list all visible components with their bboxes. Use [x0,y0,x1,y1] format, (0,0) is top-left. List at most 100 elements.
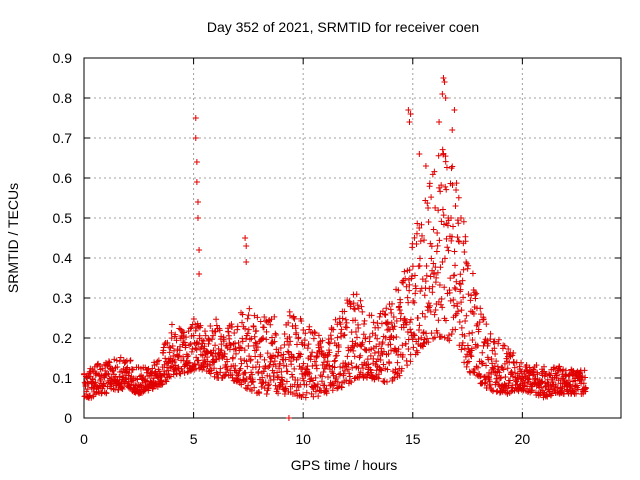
data-point [201,343,208,350]
data-point [411,332,418,339]
data-point [403,283,410,290]
data-point [376,313,383,320]
data-point [192,115,199,121]
data-point [263,390,270,397]
data-point [168,335,175,342]
data-point [406,281,413,288]
data-point [428,194,435,201]
data-point [384,327,391,334]
data-point [449,127,456,133]
data-point [184,353,191,360]
data-point [353,334,360,341]
data-point [487,381,494,388]
data-point [513,378,520,385]
data-point [494,363,501,370]
data-point [250,323,257,330]
data-point [502,373,509,380]
data-point [343,377,350,384]
data-point [447,275,454,282]
data-point [286,312,293,319]
data-point [529,372,536,379]
data-point [451,248,458,255]
data-point [265,385,272,392]
data-point [431,311,438,318]
data-point [196,247,203,253]
data-point [106,359,113,366]
data-point [342,360,349,367]
data-point [416,255,423,262]
data-point [367,352,374,359]
data-point [239,319,246,326]
data-point [285,415,292,421]
data-point [443,164,450,171]
data-point [431,168,438,175]
data-point [390,326,397,333]
data-point [332,316,339,323]
data-point [217,365,224,372]
data-point [237,356,244,363]
data-point [302,394,309,401]
data-point [224,358,231,365]
data-point [386,360,393,367]
data-point [470,310,477,317]
data-point [197,322,204,329]
data-point [145,387,152,394]
data-point [582,374,589,381]
data-point [337,363,344,370]
data-point [431,334,438,341]
data-point [305,369,312,376]
data-point [438,218,445,225]
data-point [455,237,462,244]
data-point [421,292,428,299]
data-point [288,361,295,368]
data-point [134,376,141,383]
data-point [319,373,326,380]
data-point [116,358,123,365]
data-point [487,330,494,337]
data-point [479,360,486,367]
data-point [113,357,120,364]
data-point [393,333,400,340]
x-axis-label: GPS time / hours [291,457,398,473]
data-point [244,330,251,337]
data-point [326,362,333,369]
data-point [251,333,258,340]
data-point [374,335,381,342]
data-point [383,378,390,385]
data-point [307,376,314,383]
data-point [426,180,433,187]
data-point [456,238,463,245]
data-point [245,312,252,319]
data-point [291,365,298,372]
data-point [462,317,469,324]
data-point [406,266,413,273]
data-point [232,350,239,357]
data-point [173,337,180,344]
data-point [244,315,251,322]
data-point [457,281,464,288]
data-point [265,364,272,371]
data-point [432,264,439,271]
data-point [272,363,279,370]
data-point [244,363,251,370]
data-point [439,206,446,213]
data-point [317,372,324,379]
data-point [107,377,114,384]
data-point [438,333,445,340]
data-point [346,373,353,380]
data-point [192,135,199,141]
data-point [323,390,330,397]
data-point [375,324,382,331]
data-point [315,332,322,339]
data-point [391,323,398,330]
data-point [286,333,293,340]
data-point [503,350,510,357]
data-point [444,244,451,251]
data-point [172,331,179,338]
data-point [398,310,405,317]
data-point [453,180,460,187]
data-point [442,158,449,165]
data-point [360,331,367,338]
data-point [374,356,381,363]
data-point [120,374,127,381]
